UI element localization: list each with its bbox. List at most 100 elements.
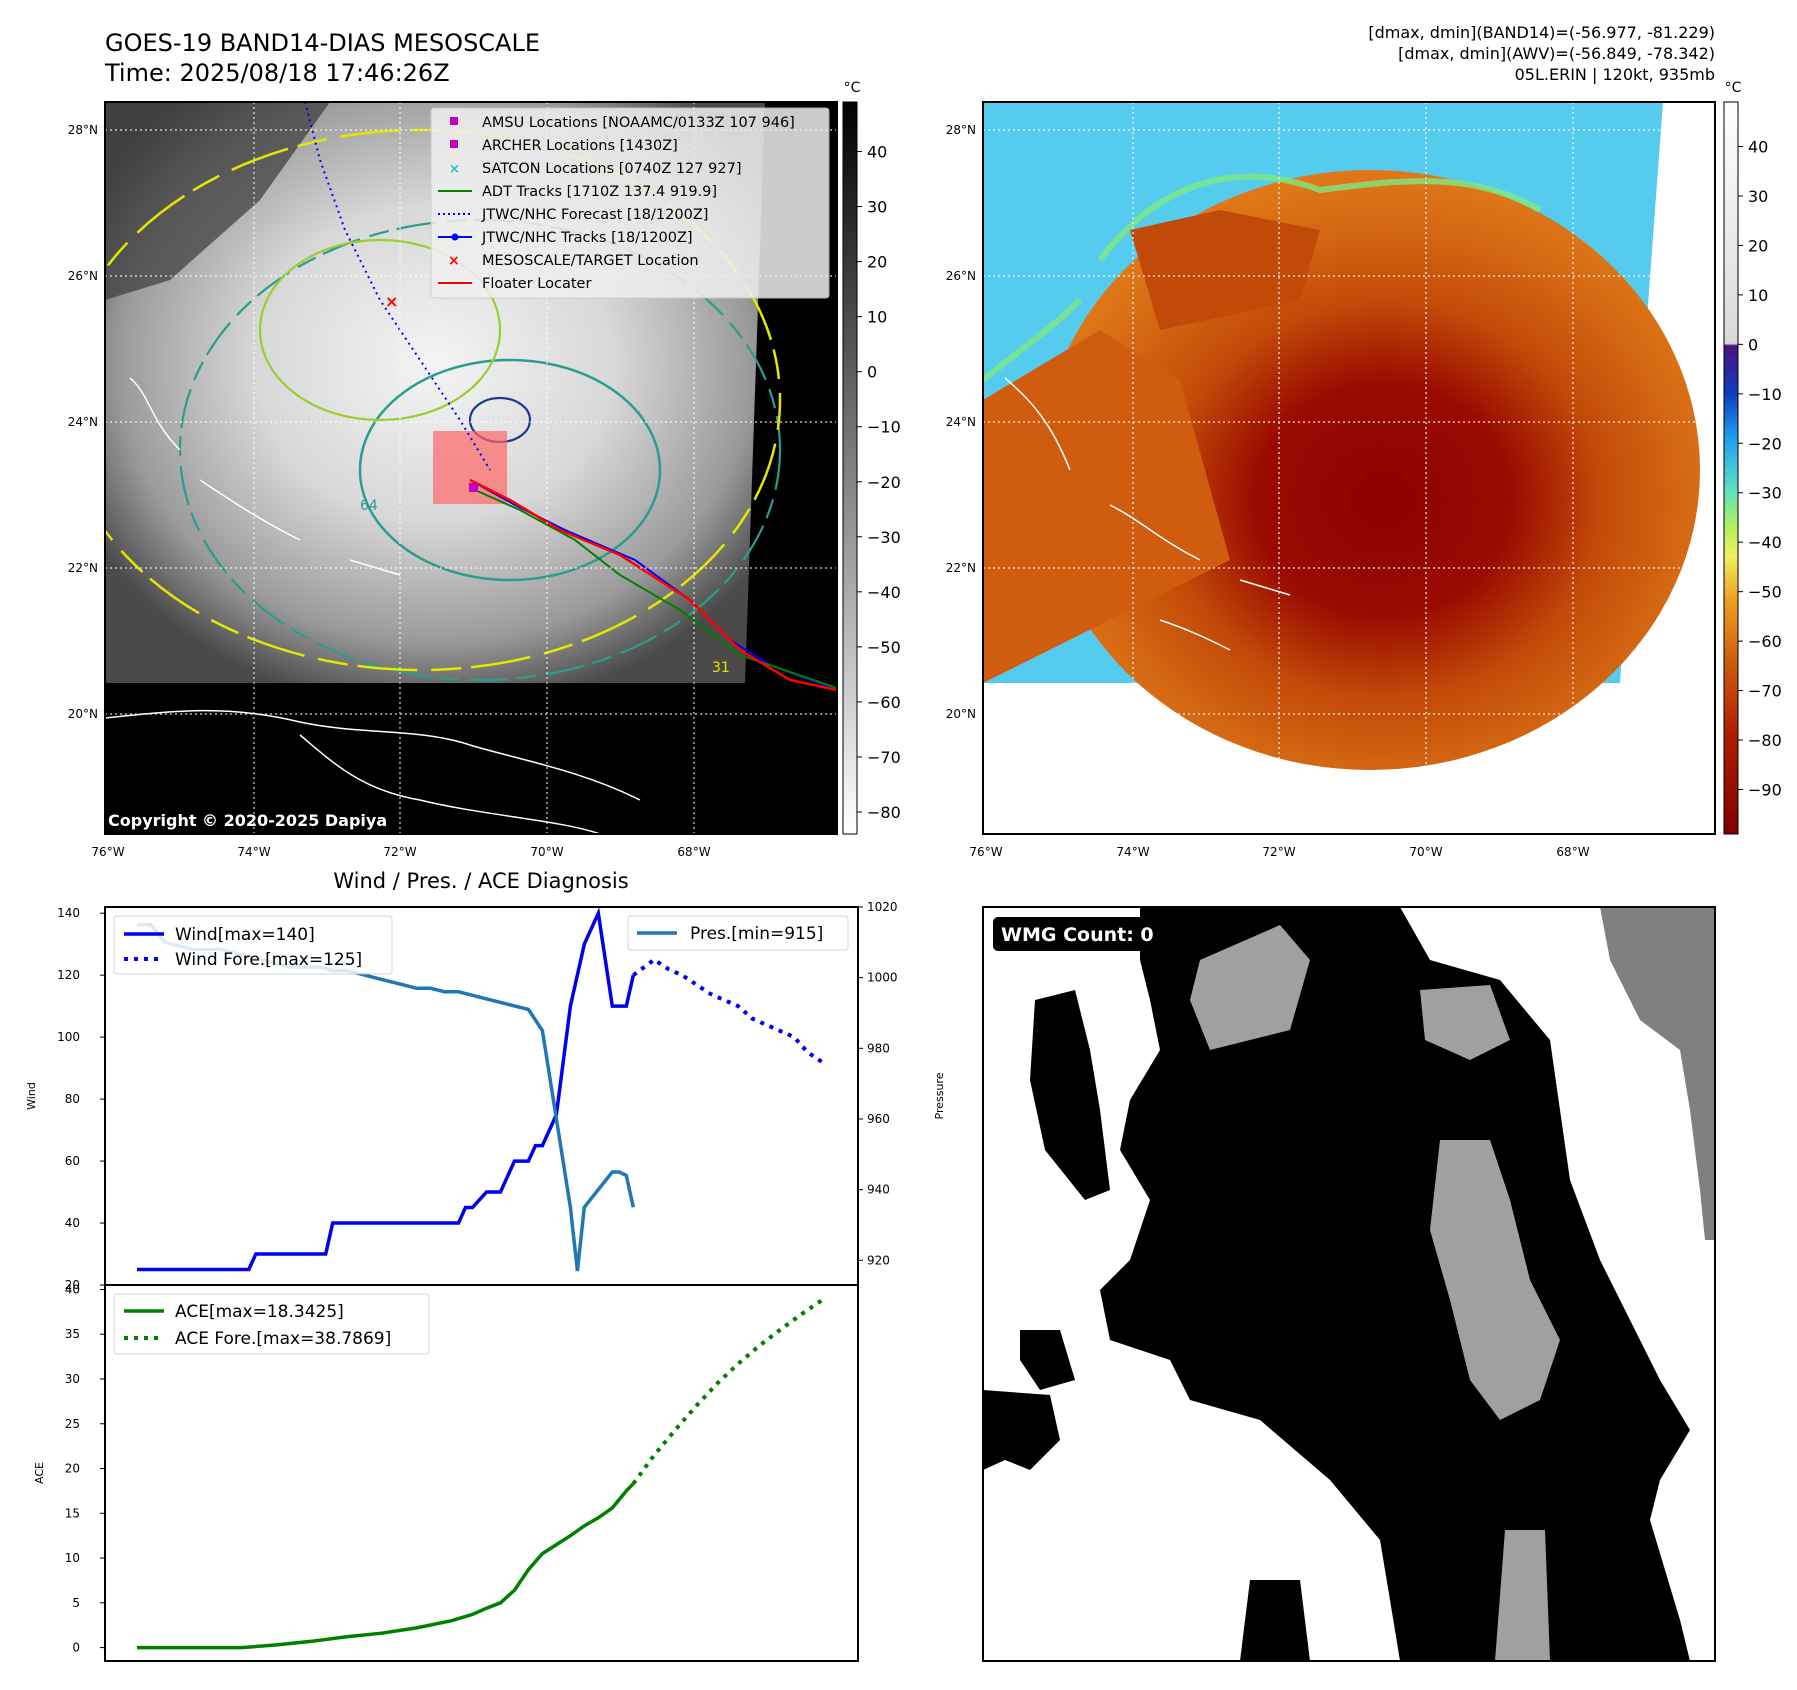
ace-tick-label: 15 (65, 1506, 80, 1520)
lon-label: 72°W (383, 845, 416, 859)
legend-target-marker: × (448, 253, 460, 269)
coastline-hispaniola (299, 734, 601, 834)
wind-tick-label: 80 (65, 1092, 80, 1106)
title-line-2: Time: 2025/08/18 17:46:26Z (104, 59, 450, 87)
colorbar-tick-label: 30 (867, 198, 887, 217)
ace-tick-label: 5 (72, 1596, 80, 1610)
ir-color-map (983, 102, 1715, 834)
wind-legend: Wind[max=140] Wind Fore.[max=125] (113, 915, 393, 975)
colorbar-tick-label: −50 (1748, 583, 1782, 602)
colorbar-tick-label: −60 (867, 693, 901, 712)
adt-track (474, 489, 837, 689)
pressure-legend: Pres.[min=915] (627, 915, 849, 951)
wind-fore-legend-label: Wind Fore.[max=125] (175, 950, 362, 970)
colorbar-gray-ticks: 40 30 20 10 0 −10 −20 −30 −40 −50 −60 −70 −80 (857, 143, 901, 822)
lon-label: 70°W (1409, 845, 1442, 859)
wmg-gray-south (1495, 1530, 1550, 1661)
lat-label: 20°N (68, 707, 98, 721)
cloud-band-north (1130, 210, 1320, 330)
archer-marker (469, 483, 478, 492)
colorbar-tick-label: 40 (1748, 138, 1768, 157)
colorbar-tick-label: −40 (1748, 533, 1782, 552)
wmg-black-mass (1100, 907, 1690, 1661)
colorbar-color-bar (1723, 101, 1739, 835)
ace-legend: ACE[max=18.3425] ACE Fore.[max=38.7869] (113, 1293, 430, 1355)
stats-line-3: 05L.ERIN | 120kt, 935mb (1515, 65, 1715, 84)
wmg-black-islands (1020, 1330, 1310, 1661)
wind-ylabel: Wind (25, 1082, 38, 1110)
ace-tick-label: 20 (65, 1462, 80, 1476)
ace-y-ticks: 40 35 30 25 20 15 10 5 0 (65, 1282, 105, 1655)
colorbar-tick-label: −20 (1748, 434, 1782, 453)
lat-label: 26°N (946, 269, 976, 283)
ace-ylabel: ACE (33, 1462, 46, 1484)
colorbar-tick-label: −70 (867, 748, 901, 767)
legend-satcon: SATCON Locations [0740Z 127 927] (482, 161, 741, 177)
legend-amsu: AMSU Locations [NOAAMC/0133Z 107 946] (482, 115, 795, 131)
colorbar-tick-label: 0 (867, 363, 877, 382)
lon-label: 76°W (969, 845, 1002, 859)
diagnosis-title: Wind / Pres. / ACE Diagnosis (333, 869, 628, 893)
coastline-bahamas-color (1004, 377, 1291, 651)
legend-floater: Floater Locater (482, 276, 591, 292)
lon-label: 74°W (237, 845, 270, 859)
colorbar-tick-label: 20 (867, 253, 887, 272)
legend-satcon-marker: × (449, 162, 460, 177)
lat-label: 20°N (946, 707, 976, 721)
pressure-tick-label: 1020 (867, 900, 898, 914)
pressure-tick-label: 1000 (867, 971, 898, 985)
colorbar-tick-label: −20 (867, 473, 901, 492)
wind-y-ticks: 140 120 100 80 60 40 20 (57, 906, 105, 1292)
wind-tick-label: 120 (57, 968, 80, 982)
colorbar-tick-label: −50 (867, 638, 901, 657)
wind-tick-label: 20 (65, 1278, 80, 1292)
wmg-count-label: WMG Count: 0 (1001, 924, 1154, 946)
colorbar-tick-label: −30 (867, 528, 901, 547)
colorbar-tick-label: −60 (1748, 632, 1782, 651)
wmg-gray-core (1430, 1140, 1560, 1420)
swath-dark-corner (105, 102, 330, 300)
lon-label: 72°W (1262, 845, 1295, 859)
wind-legend-label: Wind[max=140] (175, 925, 315, 945)
copyright-text: Copyright © 2020-2025 Dapiya (108, 811, 387, 830)
ir-gray-map: × 64 31 AMSU Locations [NOAAMC/0133Z 107… (105, 102, 837, 834)
colorbar-tick-label: −10 (867, 418, 901, 437)
colorbar-tick-label: 0 (1748, 335, 1758, 354)
coastline-cuba (105, 709, 641, 801)
map-frame-tr (982, 101, 1716, 835)
colorbar-tick-label: −30 (1748, 484, 1782, 503)
pressure-tick-label: 940 (867, 1183, 890, 1197)
map-frame-tl (104, 101, 838, 835)
wind-tick-label: 60 (65, 1154, 80, 1168)
colorbar-color: °C 40 30 20 10 0 −10 −20 −30 −40 −50 −60 −70 −80 −90 (1723, 80, 1782, 835)
colorbar-color-unit: °C (1725, 80, 1742, 96)
legend-adt: ADT Tracks [1710Z 137.4 919.9] (482, 184, 717, 200)
lat-label: 24°N (946, 415, 976, 429)
lat-label: 24°N (68, 415, 98, 429)
title-line-1: GOES-19 BAND14-DIAS MESOSCALE (105, 29, 540, 57)
ace-fore-legend-label: ACE Fore.[max=38.7869] (175, 1329, 391, 1349)
colorbar-gray-unit: °C (844, 80, 861, 96)
map-legend: AMSU Locations [NOAAMC/0133Z 107 946] AR… (430, 107, 830, 299)
legend-archer-marker (450, 140, 458, 148)
legend-archer: ARCHER Locations [1430Z] (482, 138, 678, 154)
lat-label: 22°N (946, 561, 976, 575)
lon-label: 70°W (530, 845, 563, 859)
colorbar-tick-label: 40 (867, 143, 887, 162)
pressure-tick-label: 960 (867, 1112, 890, 1126)
legend-tracks-dot (451, 233, 459, 241)
colorbar-tick-label: −80 (1748, 731, 1782, 750)
colorbar-tick-label: 30 (1748, 187, 1768, 206)
cloud-band-west (983, 330, 1230, 683)
lat-label: 26°N (68, 269, 98, 283)
pressure-legend-label: Pres.[min=915] (690, 924, 823, 944)
colorbar-tick-label: −40 (867, 583, 901, 602)
wind-tick-label: 40 (65, 1216, 80, 1230)
pressure-tick-label: 980 (867, 1041, 890, 1055)
lon-label: 76°W (91, 845, 124, 859)
legend-amsu-marker (450, 117, 458, 125)
lat-label: 28°N (68, 123, 98, 137)
pressure-legend-box (627, 915, 849, 951)
contour-label-31: 31 (712, 660, 730, 676)
